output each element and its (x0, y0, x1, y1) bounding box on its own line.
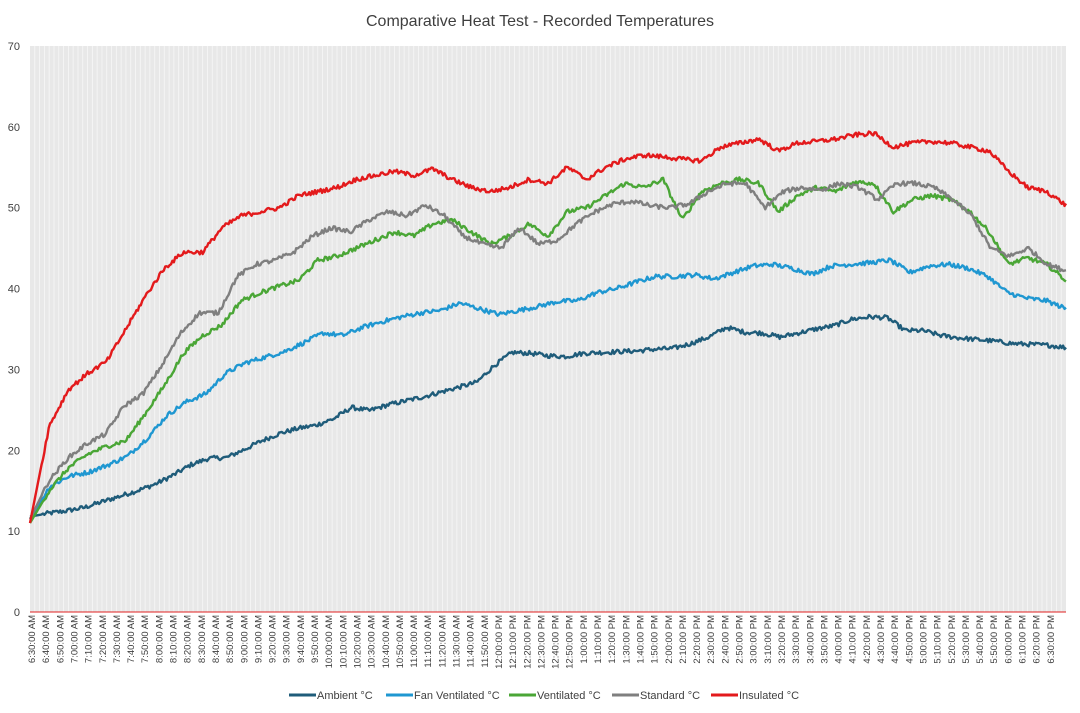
x-tick-label: 12:10:00 PM (508, 615, 519, 669)
x-tick-label: 3:00:00 PM (749, 615, 760, 664)
x-tick-label: 11:00:00 AM (409, 615, 420, 668)
x-tick-label: 5:10:00 PM (933, 615, 944, 664)
x-tick-label: 8:10:00 AM (169, 615, 180, 663)
x-tick-label: 2:20:00 PM (692, 615, 703, 664)
x-tick-label: 5:20:00 PM (947, 615, 958, 664)
x-tick-label: 9:40:00 AM (296, 615, 307, 663)
x-tick-label: 9:00:00 AM (239, 615, 250, 663)
legend-label: Fan Ventilated °C (414, 690, 500, 702)
x-tick-label: 10:50:00 AM (395, 615, 406, 668)
series-line-2 (28, 176, 1067, 524)
x-tick-label: 4:10:00 PM (848, 615, 859, 664)
x-tick-label: 3:40:00 PM (805, 615, 816, 664)
x-tick-label: 10:20:00 AM (352, 615, 363, 668)
x-tick-label: 6:20:00 PM (1032, 615, 1043, 664)
x-tick-label: 7:40:00 AM (126, 615, 137, 663)
x-tick-label: 10:30:00 AM (367, 615, 378, 668)
x-tick-label: 1:20:00 PM (607, 615, 618, 664)
x-tick-label: 12:00:00 PM (494, 615, 505, 669)
x-tick-label: 1:30:00 PM (621, 615, 632, 664)
x-tick-label: 11:10:00 AM (423, 615, 434, 668)
x-axis-ticks: 6:30:00 AM 6:40:00 AM 6:50:00 AM 7:00:00 AM… (27, 615, 1057, 669)
x-tick-label: 2:50:00 PM (735, 615, 746, 664)
x-tick-label: 7:30:00 AM (112, 615, 123, 663)
x-tick-label: 9:20:00 AM (268, 615, 279, 663)
x-tick-label: 9:10:00 AM (253, 615, 264, 663)
series-line-1 (28, 257, 1067, 520)
x-tick-label: 2:40:00 PM (720, 615, 731, 664)
x-tick-label: 6:50:00 AM (55, 615, 66, 663)
x-tick-label: 10:00:00 AM (324, 615, 335, 668)
x-tick-label: 3:30:00 PM (791, 615, 802, 664)
x-tick-label: 5:40:00 PM (975, 615, 986, 664)
x-tick-label: 6:30:00 AM (27, 615, 38, 663)
x-tick-label: 3:10:00 PM (763, 615, 774, 664)
x-tick-label: 4:30:00 PM (876, 615, 887, 664)
x-tick-label: 11:40:00 AM (466, 615, 477, 668)
legend-label: Ambient °C (317, 690, 373, 702)
x-tick-label: 2:00:00 PM (664, 615, 675, 664)
y-tick-label: 0 (14, 607, 20, 619)
legend-label: Standard °C (640, 690, 700, 702)
x-tick-label: 8:00:00 AM (154, 615, 165, 663)
x-tick-label: 9:30:00 AM (282, 615, 293, 663)
x-tick-label: 8:40:00 AM (211, 615, 222, 663)
y-tick-label: 40 (8, 284, 20, 296)
x-tick-label: 11:20:00 AM (437, 615, 448, 668)
y-axis-ticks: 0 10 20 30 40 50 60 70 (8, 41, 20, 619)
x-tick-label: 11:50:00 AM (480, 615, 491, 668)
x-tick-label: 7:20:00 AM (98, 615, 109, 663)
y-tick-label: 70 (8, 41, 20, 53)
x-tick-label: 2:10:00 PM (678, 615, 689, 664)
x-tick-label: 12:30:00 PM (536, 615, 547, 669)
series-line-3 (28, 180, 1067, 520)
x-tick-label: 12:20:00 PM (522, 615, 533, 669)
x-tick-label: 5:30:00 PM (961, 615, 972, 664)
chart-title: Comparative Heat Test - Recorded Tempera… (366, 13, 714, 30)
x-tick-label: 4:20:00 PM (862, 615, 873, 664)
series-lines (28, 130, 1068, 524)
y-tick-label: 10 (8, 526, 20, 538)
x-tick-label: 2:30:00 PM (706, 615, 717, 664)
y-tick-label: 50 (8, 203, 20, 215)
x-tick-label: 6:40:00 AM (41, 615, 52, 663)
x-tick-label: 6:10:00 PM (1018, 615, 1029, 664)
x-tick-label: 10:40:00 AM (381, 615, 392, 668)
legend-label: Ventilated °C (537, 690, 601, 702)
series-line-4 (28, 130, 1068, 524)
x-tick-label: 3:50:00 PM (819, 615, 830, 664)
x-tick-label: 1:40:00 PM (635, 615, 646, 664)
x-tick-label: 8:50:00 AM (225, 615, 236, 663)
x-tick-label: 8:30:00 AM (197, 615, 208, 663)
x-tick-label: 4:50:00 PM (904, 615, 915, 664)
x-tick-label: 7:00:00 AM (69, 615, 80, 663)
y-tick-label: 30 (8, 364, 20, 376)
x-tick-label: 9:50:00 AM (310, 615, 321, 663)
x-tick-label: 5:50:00 PM (989, 615, 1000, 664)
x-tick-label: 10:10:00 AM (338, 615, 349, 668)
x-tick-label: 6:30:00 PM (1046, 615, 1057, 664)
legend-label: Insulated °C (739, 690, 799, 702)
x-tick-label: 12:40:00 PM (551, 615, 562, 669)
y-tick-label: 60 (8, 122, 20, 134)
series-line-0 (29, 313, 1067, 518)
x-tick-label: 8:20:00 AM (183, 615, 194, 663)
x-tick-label: 7:50:00 AM (140, 615, 151, 663)
x-tick-label: 1:00:00 PM (579, 615, 590, 664)
x-tick-label: 7:10:00 AM (84, 615, 95, 663)
x-tick-label: 4:00:00 PM (834, 615, 845, 664)
y-tick-label: 20 (8, 445, 20, 457)
x-tick-label: 1:50:00 PM (650, 615, 661, 664)
x-tick-label: 5:00:00 PM (918, 615, 929, 664)
x-tick-label: 6:00:00 PM (1003, 615, 1014, 664)
x-tick-label: 11:30:00 AM (452, 615, 463, 668)
x-tick-label: 4:40:00 PM (890, 615, 901, 664)
x-tick-label: 1:10:00 PM (593, 615, 604, 664)
legend: Ambient °C Fan Ventilated °C Ventilated °C… (289, 690, 799, 702)
x-tick-label: 12:50:00 PM (565, 615, 576, 669)
x-tick-label: 3:20:00 PM (777, 615, 788, 664)
